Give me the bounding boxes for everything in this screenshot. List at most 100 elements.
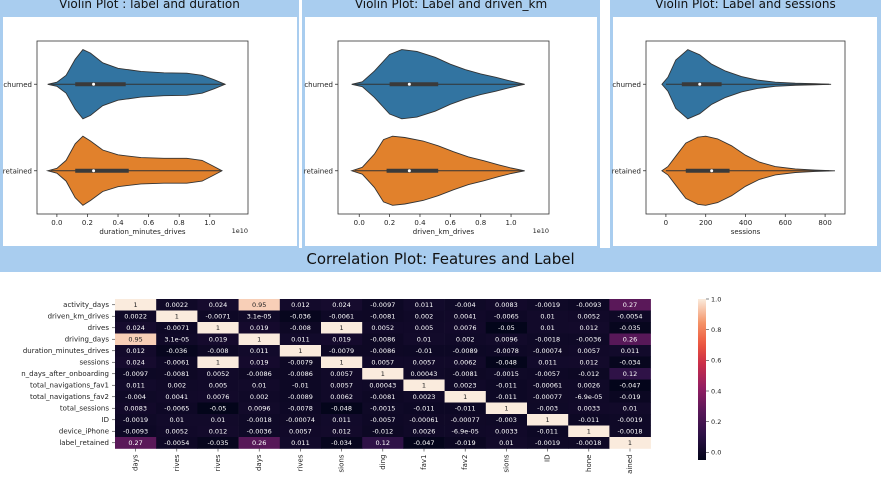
heatmap-cell (568, 437, 610, 449)
violin-panel-duration: Violin Plot : label and duration churned… (0, 0, 299, 248)
heatmap-cell (444, 299, 487, 311)
heatmap-cell-label: -0.00061 (533, 382, 562, 390)
heatmap-cell-label: 0.0022 (165, 301, 188, 309)
heatmap-cell (527, 310, 569, 323)
heatmap-row-label: sessions (79, 359, 109, 367)
heatmap-cell (362, 414, 404, 426)
heatmap-cell (238, 437, 281, 449)
heatmap-cell (238, 402, 281, 415)
ytick-label-retained: retained (3, 167, 32, 175)
heatmap-cell-label: 3.1e-05 (247, 313, 272, 321)
heatmap-cell-label: -0.011 (537, 428, 558, 436)
heatmap-cell-label: 0.95 (128, 336, 142, 344)
heatmap-cell (115, 391, 157, 403)
heatmap-cell (115, 299, 157, 311)
heatmap-cell-label: -0.0079 (288, 359, 313, 367)
heatmap-cell (362, 425, 404, 438)
heatmap-row-label: total_sessions (60, 405, 109, 413)
heatmap-cell (527, 379, 569, 392)
heatmap-cell-label: 0.12 (623, 370, 637, 378)
heatmap-row-label: total_navigations_fav1 (30, 382, 109, 390)
heatmap-cell (115, 322, 157, 334)
heatmap-cell-label: 0.01 (540, 313, 554, 321)
heatmap-cell-label: -0.048 (331, 405, 352, 413)
heatmap-cell-label: -0.004 (455, 301, 476, 309)
heatmap-col-label: rives (214, 454, 222, 471)
heatmap-cell-label: 0.01 (499, 439, 513, 447)
heatmap-cell (279, 379, 322, 392)
heatmap-cell (527, 299, 569, 311)
heatmap-cell-label: -0.011 (414, 405, 435, 413)
heatmap-cell (238, 379, 281, 392)
heatmap-cell (321, 379, 363, 392)
heatmap-cell-label: 1 (257, 336, 261, 344)
heatmap-cell (279, 310, 322, 323)
heatmap-cell (568, 356, 610, 369)
heatmap-cell (362, 379, 404, 392)
heatmap-row-label: drives (88, 324, 110, 332)
heatmap-cell-label: -0.0093 (576, 301, 601, 309)
heatmap-cell-label: 0.012 (332, 428, 351, 436)
heatmap-row-label: driven_km_drives (48, 313, 110, 321)
xtick-label: 0.8 (475, 219, 486, 227)
heatmap-cell-label: -6.9e-05 (452, 428, 479, 436)
heatmap-cell (609, 379, 651, 392)
correlation-title-bar: Correlation Plot: Features and Label (0, 248, 881, 272)
heatmap-cell-label: 3.1e-05 (164, 336, 189, 344)
heatmap-cell (238, 414, 281, 426)
heatmap-cell (609, 322, 651, 334)
heatmap-cell (156, 402, 198, 415)
heatmap-cell (115, 437, 157, 449)
heatmap-col-label: ained (626, 455, 634, 474)
heatmap-cell-label: 1 (381, 370, 385, 378)
violin-panel-driven-km: Violin Plot: Label and driven_km churned… (302, 0, 600, 248)
heatmap-cell (527, 333, 569, 346)
heatmap-cell (362, 402, 404, 415)
heatmap-cell (485, 356, 528, 369)
heatmap-row-label: driving_days (65, 336, 110, 344)
heatmap-cell-label: 0.012 (579, 359, 598, 367)
heatmap-cell-label: -0.047 (620, 382, 641, 390)
heatmap-cell (197, 356, 239, 369)
heatmap-cell (485, 299, 528, 311)
violin-iqr-box-retained (685, 168, 730, 173)
heatmap-cell (197, 437, 239, 449)
heatmap-cell-label: 1 (340, 324, 344, 332)
heatmap-col-label: sions (502, 454, 510, 472)
heatmap-cell (197, 391, 239, 403)
heatmap-cell-label: -0.019 (455, 439, 476, 447)
heatmap-cell-label: -0.0061 (164, 359, 189, 367)
heatmap-cell-label: 0.0083 (495, 301, 518, 309)
heatmap-cell (568, 322, 610, 334)
heatmap-cell-label: -0.0018 (617, 428, 642, 436)
axes-box (36, 40, 249, 215)
heatmap-cell (485, 310, 528, 323)
violin-title-sessions: Violin Plot: Label and sessions (655, 0, 836, 11)
heatmap-cell-label: 0.002 (167, 382, 186, 390)
heatmap-cell-label: -0.0054 (164, 439, 189, 447)
heatmap-cell-label: -0.012 (372, 428, 393, 436)
heatmap-cell (444, 425, 487, 438)
x-axis-label: duration_minutes_drives (99, 228, 186, 236)
heatmap-cell (321, 345, 363, 357)
heatmap-cell (115, 379, 157, 392)
heatmap-cell-label: 0.0026 (577, 382, 600, 390)
heatmap-cell-label: -0.0097 (123, 370, 148, 378)
heatmap-cell (238, 345, 281, 357)
heatmap-cell-label: 0.019 (332, 336, 351, 344)
heatmap-cell-label: 0.27 (128, 439, 142, 447)
heatmap-cell (115, 425, 157, 438)
heatmap-cell-label: -0.01 (416, 347, 433, 355)
violin-chart-sessions: churned retained 0 200 400 600 800 sessions (612, 17, 877, 246)
heatmap-cell (321, 299, 363, 311)
heatmap-col-label: ding (379, 455, 387, 470)
heatmap-cell-label: 0.0096 (495, 336, 518, 344)
heatmap-cell-label: 0.0022 (124, 313, 147, 321)
heatmap-cell-label: 0.012 (126, 347, 145, 355)
heatmap-cell-label: 0.01 (211, 416, 225, 424)
heatmap-row-label: n_days_after_onboarding (21, 370, 109, 378)
heatmap-cell-label: -0.0081 (370, 313, 395, 321)
heatmap-cell-label: 0.0076 (454, 324, 477, 332)
heatmap-cell-label: -0.0061 (329, 313, 354, 321)
colorbar-tick-label: 0.2 (711, 418, 721, 426)
